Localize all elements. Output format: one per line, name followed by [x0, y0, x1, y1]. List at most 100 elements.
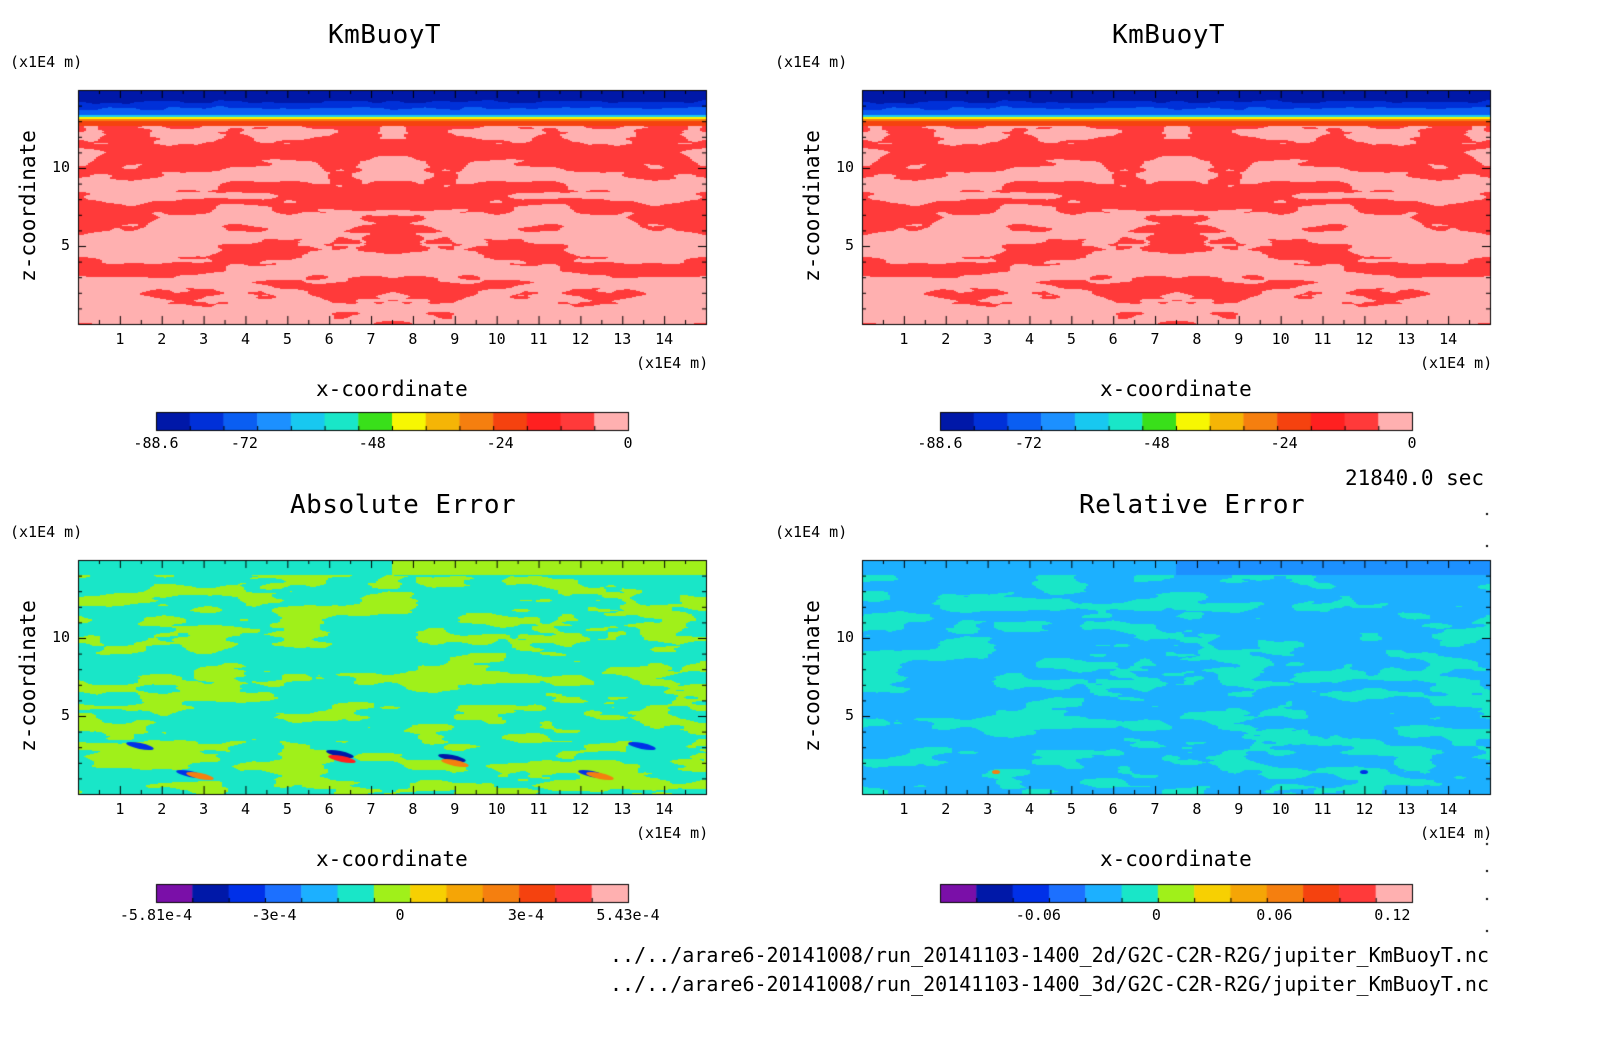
panel2-z-unit: (x1E4 m)	[775, 53, 848, 71]
x-tick-label: 8	[408, 800, 418, 818]
x-tick-label: 6	[324, 330, 334, 348]
x-tick-label: 11	[1313, 330, 1332, 348]
panel4-xlabel: x-coordinate	[1100, 847, 1252, 871]
x-tick-label: 4	[1024, 800, 1034, 818]
z-tick-label: 5	[60, 236, 70, 254]
panel1-title: KmBuoyT	[328, 20, 442, 50]
colorbar-tick-label: -88.6	[133, 434, 179, 452]
colorbar-tick-label: -48	[1142, 434, 1170, 452]
x-tick-label: 11	[1313, 800, 1332, 818]
z-tick-label: 5	[844, 236, 854, 254]
x-tick-label: 1	[115, 330, 125, 348]
colorbar-tick-label: 0	[1151, 906, 1161, 924]
panel3-ylabel: z-coordinate	[15, 600, 40, 752]
x-tick-label: 7	[1150, 800, 1160, 818]
x-tick-label: 10	[1271, 800, 1290, 818]
panel4-title: Relative Error	[1079, 490, 1306, 520]
colorbar-tick-label: -5.81e-4	[119, 906, 193, 924]
colorbar-tick-label: -48	[358, 434, 386, 452]
x-tick-label: 4	[240, 800, 250, 818]
x-tick-label: 14	[655, 330, 674, 348]
x-tick-label: 12	[1355, 800, 1374, 818]
x-tick-label: 10	[487, 330, 506, 348]
x-tick-label: 5	[1066, 330, 1076, 348]
panel4-z-unit: (x1E4 m)	[775, 523, 848, 541]
colorbar-tick-label: -72	[1014, 434, 1042, 452]
panel4-x-unit: (x1E4 m)	[1420, 824, 1493, 842]
x-tick-label: 13	[613, 800, 632, 818]
panel3-title: Absolute Error	[290, 490, 517, 520]
x-tick-label: 6	[1108, 800, 1118, 818]
colorbar-tick-label: -88.6	[917, 434, 963, 452]
z-tick-label: 10	[51, 628, 70, 646]
x-tick-label: 1	[115, 800, 125, 818]
time-label: 21840.0 sec	[1345, 466, 1485, 490]
panel3-z-unit: (x1E4 m)	[10, 523, 83, 541]
z-tick-label: 10	[51, 158, 70, 176]
x-tick-label: 13	[613, 330, 632, 348]
x-tick-label: 12	[571, 800, 590, 818]
x-tick-label: 1	[899, 330, 909, 348]
z-tick-label: 10	[835, 158, 854, 176]
x-tick-label: 13	[1397, 800, 1416, 818]
panel3-xlabel: x-coordinate	[316, 847, 468, 871]
colorbar-tick-label: -72	[230, 434, 258, 452]
x-tick-label: 11	[529, 800, 548, 818]
panel1-x-unit: (x1E4 m)	[636, 354, 709, 372]
x-tick-label: 4	[1024, 330, 1034, 348]
x-tick-label: 8	[1192, 330, 1202, 348]
colorbar-tick-label: 5.43e-4	[596, 906, 660, 924]
x-tick-label: 8	[408, 330, 418, 348]
panel1-z-unit: (x1E4 m)	[10, 53, 83, 71]
x-tick-label: 6	[1108, 330, 1118, 348]
z-tick-label: 10	[835, 628, 854, 646]
x-tick-label: 12	[1355, 330, 1374, 348]
colorbar-tick-label: -0.06	[1015, 906, 1061, 924]
colorbar-tick-label: 0	[623, 434, 633, 452]
z-tick-label: 5	[844, 706, 854, 724]
colorbar-tick-label: 0.06	[1256, 906, 1293, 924]
colorbar-tick-label: 0	[395, 906, 405, 924]
panel1-ylabel: z-coordinate	[15, 130, 40, 282]
file-path-3d: ../../arare6-20141008/run_20141103-1400_…	[610, 972, 1489, 996]
file-path-2d: ../../arare6-20141008/run_20141103-1400_…	[610, 943, 1489, 967]
colorbar-tick-label: -3e-4	[251, 906, 297, 924]
x-tick-label: 3	[983, 800, 993, 818]
panel2-title: KmBuoyT	[1112, 20, 1226, 50]
x-tick-label: 14	[1439, 330, 1458, 348]
x-tick-label: 9	[1234, 330, 1244, 348]
panel2-x-unit: (x1E4 m)	[1420, 354, 1493, 372]
x-tick-label: 2	[157, 330, 167, 348]
x-tick-label: 14	[655, 800, 674, 818]
x-tick-label: 2	[941, 330, 951, 348]
x-tick-label: 10	[487, 800, 506, 818]
colorbar-tick-label: 0.12	[1374, 906, 1411, 924]
panel2-xlabel: x-coordinate	[1100, 377, 1252, 401]
x-tick-label: 2	[941, 800, 951, 818]
panel3-x-unit: (x1E4 m)	[636, 824, 709, 842]
x-tick-label: 9	[450, 800, 460, 818]
x-tick-label: 12	[571, 330, 590, 348]
x-tick-label: 9	[1234, 800, 1244, 818]
x-tick-label: 8	[1192, 800, 1202, 818]
x-tick-label: 9	[450, 330, 460, 348]
colorbar-tick-label: -24	[1270, 434, 1298, 452]
x-tick-label: 5	[282, 330, 292, 348]
x-tick-label: 14	[1439, 800, 1458, 818]
panel1-xlabel: x-coordinate	[316, 377, 468, 401]
x-tick-label: 2	[157, 800, 167, 818]
x-tick-label: 13	[1397, 330, 1416, 348]
x-tick-label: 3	[199, 330, 209, 348]
x-tick-label: 5	[282, 800, 292, 818]
x-tick-label: 3	[199, 800, 209, 818]
x-tick-label: 4	[240, 330, 250, 348]
colorbar-tick-label: 3e-4	[507, 906, 545, 924]
x-tick-label: 7	[1150, 330, 1160, 348]
x-tick-label: 6	[324, 800, 334, 818]
x-tick-label: 11	[529, 330, 548, 348]
x-tick-label: 5	[1066, 800, 1076, 818]
x-tick-label: 7	[366, 330, 376, 348]
colorbar-tick-label: 0	[1407, 434, 1417, 452]
panel4-ylabel: z-coordinate	[799, 600, 824, 752]
